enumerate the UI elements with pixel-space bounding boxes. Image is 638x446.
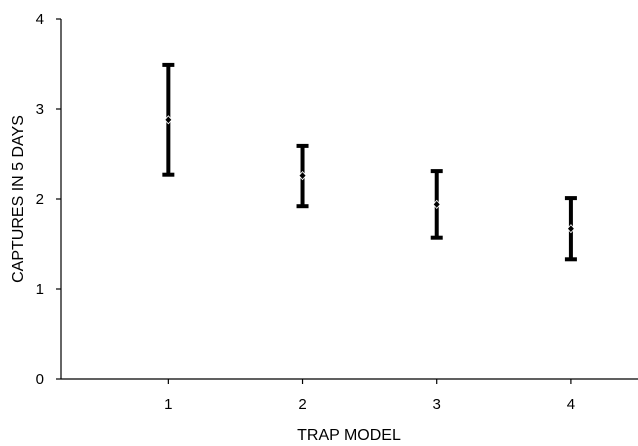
- error-bars: [162, 62, 577, 262]
- x-tick-label: 1: [164, 396, 172, 413]
- y-axis-title: CAPTURES IN 5 DAYS: [10, 115, 27, 283]
- y-tick-label: 2: [36, 191, 44, 208]
- error-bar: [430, 169, 443, 240]
- y-tick-label: 3: [36, 101, 44, 118]
- mean-marker: [164, 115, 173, 125]
- plot-area: 0 1 2 3 4 1 2 3 4: [36, 11, 638, 413]
- error-bar: [162, 62, 175, 177]
- mean-marker: [432, 199, 441, 210]
- error-bar: [296, 143, 309, 209]
- y-ticks: 0 1 2 3 4: [36, 11, 61, 388]
- y-tick-label: 4: [36, 11, 44, 28]
- error-bar: [564, 196, 577, 262]
- x-axis-title: TRAP MODEL: [297, 427, 401, 444]
- x-tick-label: 2: [298, 396, 306, 413]
- mean-marker: [566, 224, 575, 234]
- mean-marker: [298, 170, 307, 181]
- y-tick-label: 0: [36, 371, 44, 388]
- y-tick-label: 1: [36, 281, 44, 298]
- x-tick-label: 4: [567, 396, 575, 413]
- x-tick-label: 3: [433, 396, 441, 413]
- x-ticks: 1 2 3 4: [164, 379, 575, 413]
